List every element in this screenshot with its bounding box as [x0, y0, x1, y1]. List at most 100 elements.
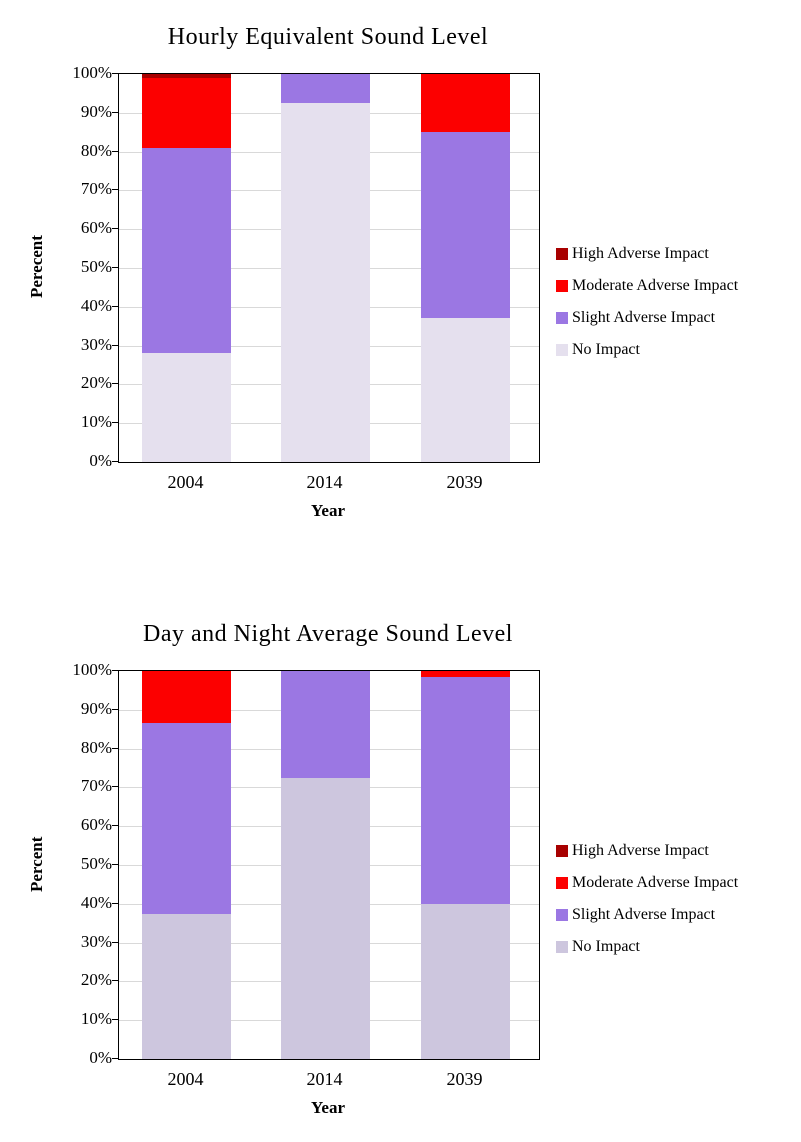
- legend-color-swatch: [556, 844, 568, 857]
- bar-segment: [142, 913, 231, 1059]
- legend-color-swatch: [556, 343, 568, 356]
- y-tick-label: 0%: [89, 451, 112, 470]
- legend-label: Slight Adverse Impact: [572, 308, 716, 326]
- legend-label: Moderate Adverse Impact: [572, 276, 739, 294]
- legend-color-swatch: [556, 908, 568, 921]
- bar-segment: [142, 671, 231, 724]
- legend-label: No Impact: [572, 937, 640, 955]
- y-tick-mark: [112, 747, 119, 749]
- legend-item: Slight Adverse Impact: [556, 307, 801, 328]
- legend-label: Moderate Adverse Impact: [572, 873, 739, 891]
- bar-segment: [421, 318, 510, 462]
- y-tick-mark: [112, 111, 119, 113]
- y-tick-mark: [112, 708, 119, 710]
- y-tick-label: 90%: [80, 101, 112, 121]
- legend-color-swatch: [556, 940, 568, 953]
- bar-segment: [281, 103, 370, 462]
- day-night-average-chart: Day and Night Average Sound Level Percen…: [0, 597, 801, 1142]
- legend-item: High Adverse Impact: [556, 243, 801, 264]
- y-tick-label: 40%: [80, 892, 112, 912]
- y-tick-label: 40%: [80, 295, 112, 315]
- chart-title: Hourly Equivalent Sound Level: [167, 24, 489, 50]
- y-tick-mark: [112, 267, 119, 268]
- y-tick-label: 70%: [80, 179, 112, 199]
- y-tick-label: 100%: [72, 660, 112, 679]
- legend-color-swatch: [556, 311, 568, 324]
- y-tick-mark: [112, 670, 119, 671]
- y-tick-label: 60%: [80, 218, 112, 238]
- bar-segment: [142, 353, 231, 462]
- x-axis-title: Year: [311, 1098, 345, 1117]
- bar-segment: [421, 903, 510, 1059]
- y-tick-mark: [112, 786, 119, 788]
- legend-color-swatch: [556, 279, 568, 292]
- legend-item: No Impact: [556, 936, 801, 957]
- y-tick-label: 80%: [80, 737, 112, 757]
- y-tick-mark: [112, 864, 119, 865]
- bar-segment: [142, 723, 231, 914]
- y-tick-mark: [112, 941, 119, 943]
- bar-2039: [421, 74, 510, 462]
- bar-2004: [142, 74, 231, 462]
- legend-item: High Adverse Impact: [556, 840, 801, 861]
- y-tick-mark: [112, 189, 119, 191]
- y-tick-label: 50%: [80, 854, 112, 873]
- legend-item: No Impact: [556, 339, 801, 360]
- legend: High Adverse Impact Moderate Adverse Impa…: [556, 840, 801, 968]
- bar-segment: [421, 74, 510, 133]
- x-tick-label: 2039: [446, 1069, 483, 1089]
- y-tick-mark: [112, 150, 119, 152]
- plot-area: [118, 670, 540, 1060]
- bar-2039: [421, 671, 510, 1059]
- legend-color-swatch: [556, 876, 568, 889]
- y-tick-mark: [112, 305, 119, 307]
- y-tick-label: 50%: [80, 257, 112, 276]
- y-tick-mark: [112, 902, 119, 904]
- legend: High Adverse Impact Moderate Adverse Impa…: [556, 243, 801, 371]
- x-tick-label: 2014: [306, 472, 343, 492]
- legend-label: High Adverse Impact: [572, 841, 709, 859]
- y-tick-label: 0%: [89, 1048, 112, 1067]
- y-tick-mark: [112, 383, 119, 385]
- legend-label: High Adverse Impact: [572, 244, 709, 262]
- bar-2004: [142, 671, 231, 1059]
- x-tick-label: 2039: [446, 472, 483, 492]
- legend-item: Moderate Adverse Impact: [556, 275, 801, 296]
- y-tick-label: 70%: [80, 776, 112, 796]
- y-tick-label: 10%: [80, 412, 112, 432]
- bar-2014: [281, 671, 370, 1059]
- bar-segment: [281, 671, 370, 778]
- y-tick-mark: [112, 1019, 119, 1021]
- y-tick-mark: [112, 980, 119, 982]
- y-tick-label: 30%: [80, 931, 112, 951]
- x-tick-label: 2004: [167, 1069, 204, 1089]
- y-tick-mark: [112, 1058, 119, 1059]
- bar-2014: [281, 74, 370, 462]
- y-tick-mark: [112, 825, 119, 827]
- chart-title: Day and Night Average Sound Level: [143, 621, 513, 647]
- hourly-equivalent-chart: Hourly Equivalent Sound Level Perecent 1…: [0, 0, 801, 560]
- legend-label: Slight Adverse Impact: [572, 905, 716, 923]
- legend-color-swatch: [556, 247, 568, 260]
- y-tick-label: 30%: [80, 334, 112, 354]
- legend-label: No Impact: [572, 340, 640, 358]
- y-tick-mark: [112, 73, 119, 74]
- x-tick-label: 2004: [167, 472, 204, 492]
- legend-item: Slight Adverse Impact: [556, 904, 801, 925]
- plot-area: [118, 73, 540, 463]
- bar-segment: [421, 676, 510, 904]
- bar-segment: [142, 77, 231, 148]
- bar-segment: [281, 74, 370, 104]
- y-tick-label: 80%: [80, 140, 112, 160]
- y-tick-mark: [112, 461, 119, 462]
- legend-item: Moderate Adverse Impact: [556, 872, 801, 893]
- y-tick-mark: [112, 344, 119, 346]
- y-tick-label: 20%: [80, 373, 112, 393]
- y-tick-label: 60%: [80, 815, 112, 835]
- x-tick-label: 2014: [306, 1069, 343, 1089]
- y-tick-label: 20%: [80, 970, 112, 990]
- bar-segment: [421, 671, 510, 677]
- bar-segment: [281, 777, 370, 1059]
- bar-segment: [142, 74, 231, 78]
